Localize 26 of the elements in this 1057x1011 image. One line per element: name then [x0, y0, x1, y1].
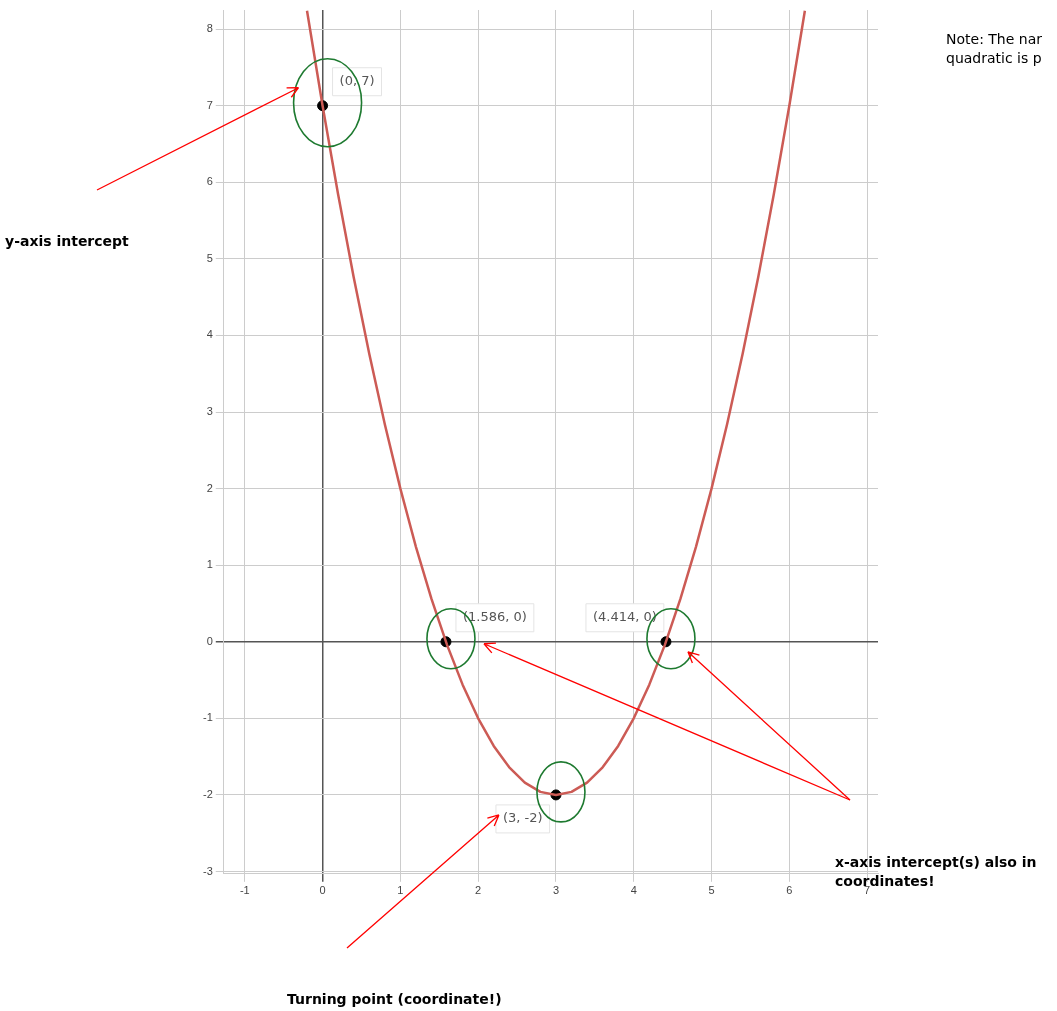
y-tick-label: 2: [206, 481, 213, 494]
x-tick-label: -1: [239, 884, 250, 897]
text: Note: The nar quadratic is p: [946, 30, 1043, 68]
y-tick-label: 0: [206, 634, 213, 647]
x-tick-label: 5: [708, 884, 715, 897]
text: Turning point (coordinate!): [287, 990, 502, 1009]
y-tick-label: 4: [206, 328, 213, 341]
y-tick-label: 1: [206, 558, 213, 571]
y-tick-label: 8: [206, 22, 213, 35]
y-tick-label: -3: [203, 864, 213, 877]
x-tick-label: 1: [397, 884, 404, 897]
y-tick-label: -2: [203, 787, 213, 800]
x-tick-label: 4: [630, 884, 637, 897]
y-tick-label: 3: [206, 405, 213, 418]
y-tick-label: 7: [206, 98, 213, 111]
y-tick-label: 5: [206, 251, 213, 264]
x-tick-label: 6: [786, 884, 793, 897]
data-label: (4.414, 0): [592, 609, 657, 625]
x-tick-label: 0: [319, 884, 326, 897]
text: y-axis intercept: [5, 232, 129, 251]
y-tick-label: 6: [206, 175, 213, 188]
data-label: (3, -2): [502, 810, 543, 826]
y-tick-label: -1: [203, 711, 213, 724]
x-tick-label: 2: [475, 884, 482, 897]
data-label: (0, 7): [339, 73, 375, 89]
x-tick-label: 3: [552, 884, 560, 897]
